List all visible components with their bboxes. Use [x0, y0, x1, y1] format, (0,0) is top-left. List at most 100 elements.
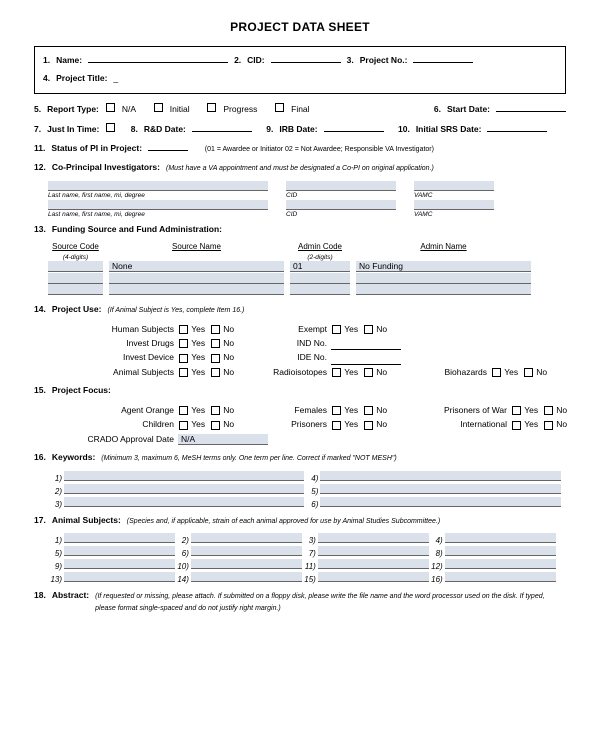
- chk-pr-n[interactable]: [364, 421, 373, 430]
- field-irb[interactable]: [324, 122, 384, 132]
- h-src-name: Source Name: [172, 242, 221, 251]
- copi-name-2[interactable]: [48, 200, 268, 210]
- chk-fe-n[interactable]: [364, 406, 373, 415]
- chk-bi-y[interactable]: [492, 368, 501, 377]
- kw-3[interactable]: [64, 497, 304, 507]
- fund-adm-name-2[interactable]: [356, 273, 531, 284]
- field-ind[interactable]: [331, 340, 401, 350]
- copi-cid-1[interactable]: [286, 181, 396, 191]
- an-1[interactable]: [64, 533, 175, 543]
- chk-ch-y[interactable]: [179, 421, 188, 430]
- chk-ao-y[interactable]: [179, 406, 188, 415]
- chk-ex-n[interactable]: [364, 325, 373, 334]
- an-14[interactable]: [191, 572, 302, 582]
- copi-vamc-label-1: VAMC: [414, 192, 494, 199]
- an-11[interactable]: [318, 559, 429, 569]
- kw-4[interactable]: [320, 471, 560, 481]
- kw-n5: 5): [304, 487, 320, 496]
- fund-adm-name-3[interactable]: [356, 284, 531, 295]
- field-rnd[interactable]: [192, 122, 252, 132]
- chk-in-n[interactable]: [544, 421, 553, 430]
- chk-ra-y[interactable]: [332, 368, 341, 377]
- fund-src-name-1[interactable]: None: [109, 261, 284, 272]
- an-13[interactable]: [64, 572, 175, 582]
- an-4[interactable]: [445, 533, 556, 543]
- kw-6[interactable]: [320, 497, 560, 507]
- an-9[interactable]: [64, 559, 175, 569]
- chk-bi-n[interactable]: [524, 368, 533, 377]
- chk-id-n[interactable]: [211, 339, 220, 348]
- an-5[interactable]: [64, 546, 175, 556]
- an-10[interactable]: [191, 559, 302, 569]
- fund-src-name-2[interactable]: [109, 273, 284, 284]
- chk-id-y[interactable]: [179, 339, 188, 348]
- label-pi-status: Status of PI in Project:: [51, 142, 142, 156]
- keyword-list: 1) 4) 2) 5) 3) 6): [48, 470, 566, 509]
- chk-dv-y[interactable]: [179, 354, 188, 363]
- field-cid[interactable]: [271, 53, 341, 63]
- an-12[interactable]: [445, 559, 556, 569]
- row-16-head: 16. Keywords: (Minimum 3, maximum 6, MeS…: [34, 451, 566, 465]
- chk-jit[interactable]: [106, 123, 115, 132]
- an-n: 10): [175, 562, 191, 571]
- fund-adm-code-1[interactable]: 01: [290, 261, 350, 272]
- fund-adm-name-1[interactable]: No Funding: [356, 261, 531, 272]
- chk-na[interactable]: [106, 103, 115, 112]
- row-14-head: 14. Project Use: (If Animal Subject is Y…: [34, 303, 566, 317]
- an-15[interactable]: [318, 572, 429, 582]
- kw-2[interactable]: [64, 484, 304, 494]
- label-kw: Keywords:: [52, 451, 95, 465]
- field-name[interactable]: [88, 53, 228, 63]
- fund-src-code-1[interactable]: [48, 261, 103, 272]
- an-8[interactable]: [445, 546, 556, 556]
- chk-ra-n[interactable]: [364, 368, 373, 377]
- an-16[interactable]: [445, 572, 556, 582]
- copi-name-1[interactable]: [48, 181, 268, 191]
- fund-src-code-2[interactable]: [48, 273, 103, 284]
- field-crado[interactable]: N/A: [178, 434, 268, 445]
- an-n: 2): [175, 536, 191, 545]
- chk-an-y[interactable]: [179, 368, 188, 377]
- chk-progress[interactable]: [207, 103, 216, 112]
- chk-ao-n[interactable]: [211, 406, 220, 415]
- field-ide[interactable]: [331, 355, 401, 365]
- h-adm-name: Admin Name: [420, 242, 466, 251]
- an-6[interactable]: [191, 546, 302, 556]
- chk-fe-y[interactable]: [332, 406, 341, 415]
- chk-hs-n[interactable]: [211, 325, 220, 334]
- num-11: 11.: [34, 142, 45, 156]
- t-y5: Yes: [191, 367, 205, 377]
- hint-16: (Minimum 3, maximum 6, MeSH terms only. …: [101, 453, 396, 464]
- num-7: 7.: [34, 123, 41, 137]
- copi-cid-label-1: CID: [286, 192, 396, 199]
- fund-src-code-3[interactable]: [48, 284, 103, 295]
- field-project-title[interactable]: _: [113, 72, 118, 86]
- kw-1[interactable]: [64, 471, 304, 481]
- kw-5[interactable]: [320, 484, 560, 494]
- l-ao: Agent Orange: [48, 403, 178, 417]
- chk-pw-n[interactable]: [544, 406, 553, 415]
- chk-ch-n[interactable]: [211, 421, 220, 430]
- chk-dv-n[interactable]: [211, 354, 220, 363]
- fund-adm-code-3[interactable]: [290, 284, 350, 295]
- copi-vamc-1[interactable]: [414, 181, 494, 191]
- fund-adm-code-2[interactable]: [290, 273, 350, 284]
- copi-vamc-2[interactable]: [414, 200, 494, 210]
- chk-final[interactable]: [275, 103, 284, 112]
- field-project-no[interactable]: [413, 53, 473, 63]
- chk-ex-y[interactable]: [332, 325, 341, 334]
- an-3[interactable]: [318, 533, 429, 543]
- field-pi-status[interactable]: [148, 141, 188, 151]
- copi-cid-2[interactable]: [286, 200, 396, 210]
- an-2[interactable]: [191, 533, 302, 543]
- chk-initial[interactable]: [154, 103, 163, 112]
- chk-pw-y[interactable]: [512, 406, 521, 415]
- chk-hs-y[interactable]: [179, 325, 188, 334]
- field-start-date[interactable]: [496, 102, 566, 112]
- chk-in-y[interactable]: [512, 421, 521, 430]
- field-srs[interactable]: [487, 122, 547, 132]
- chk-pr-y[interactable]: [332, 421, 341, 430]
- chk-an-n[interactable]: [211, 368, 220, 377]
- an-7[interactable]: [318, 546, 429, 556]
- fund-src-name-3[interactable]: [109, 284, 284, 295]
